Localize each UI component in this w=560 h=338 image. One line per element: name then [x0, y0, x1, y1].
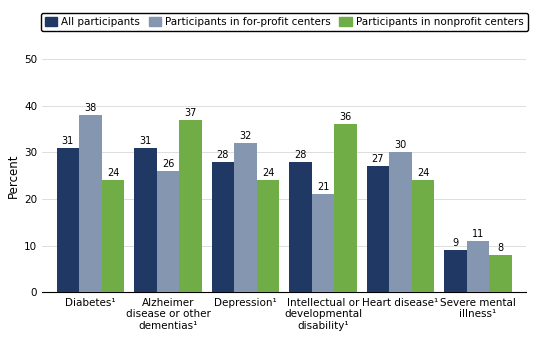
Text: 28: 28 — [217, 150, 229, 160]
Y-axis label: Percent: Percent — [7, 153, 20, 198]
Text: 8: 8 — [497, 243, 503, 253]
Text: 36: 36 — [339, 113, 352, 122]
Bar — [234, 143, 257, 292]
Text: 37: 37 — [184, 108, 197, 118]
Text: 11: 11 — [472, 229, 484, 239]
Bar — [179, 120, 202, 292]
Bar — [389, 152, 412, 292]
Bar — [134, 148, 157, 292]
Bar — [489, 255, 512, 292]
Text: 21: 21 — [317, 183, 329, 192]
Bar — [289, 162, 312, 292]
Bar — [157, 171, 179, 292]
Text: 30: 30 — [394, 141, 407, 150]
Bar — [334, 124, 357, 292]
Text: 24: 24 — [262, 168, 274, 178]
Bar — [367, 166, 389, 292]
Bar — [257, 180, 279, 292]
Text: 9: 9 — [452, 238, 459, 248]
Text: 31: 31 — [139, 136, 152, 146]
Bar — [102, 180, 124, 292]
Text: 38: 38 — [85, 103, 97, 113]
Text: 27: 27 — [372, 154, 384, 165]
Bar — [466, 241, 489, 292]
Bar — [412, 180, 435, 292]
Text: 24: 24 — [107, 168, 119, 178]
Text: 28: 28 — [294, 150, 306, 160]
Text: 31: 31 — [62, 136, 74, 146]
Bar — [57, 148, 79, 292]
Bar — [212, 162, 234, 292]
Legend: All participants, Participants in for-profit centers, Participants in nonprofit : All participants, Participants in for-pr… — [40, 13, 528, 31]
Bar — [444, 250, 466, 292]
Bar — [312, 194, 334, 292]
Text: 32: 32 — [239, 131, 251, 141]
Text: 24: 24 — [417, 168, 430, 178]
Text: 26: 26 — [162, 159, 174, 169]
Bar — [79, 115, 102, 292]
